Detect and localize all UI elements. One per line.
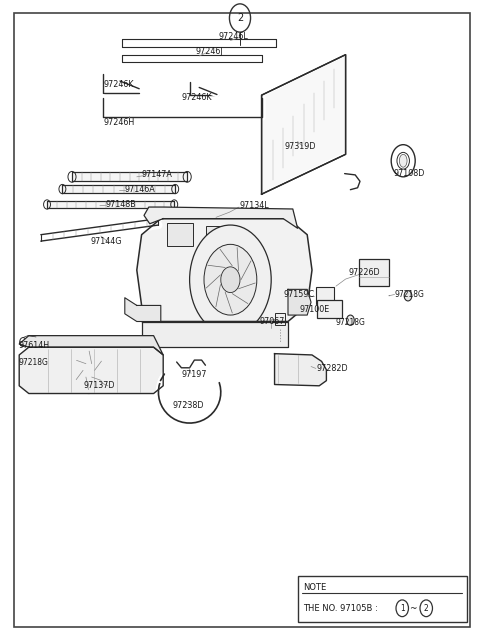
Circle shape — [72, 347, 106, 394]
Text: 97147A: 97147A — [142, 170, 172, 179]
Text: 1: 1 — [400, 604, 405, 613]
Text: 97218G: 97218G — [395, 290, 424, 299]
Polygon shape — [142, 322, 288, 347]
Text: 97246J: 97246J — [196, 47, 224, 56]
Text: 97100E: 97100E — [300, 305, 330, 314]
Bar — [275, 313, 285, 325]
Text: 97146A: 97146A — [125, 185, 156, 194]
Text: 97246L: 97246L — [218, 32, 248, 41]
Text: 97246K: 97246K — [103, 80, 134, 89]
Text: THE NO. 97105B :: THE NO. 97105B : — [303, 604, 381, 613]
Text: 97319D: 97319D — [284, 142, 316, 151]
Text: 97614H: 97614H — [18, 341, 49, 350]
Polygon shape — [62, 185, 175, 193]
Circle shape — [221, 267, 240, 293]
Text: 97238D: 97238D — [173, 401, 204, 410]
Text: 97148B: 97148B — [106, 200, 136, 209]
Text: 97226D: 97226D — [348, 268, 380, 277]
Text: NOTE: NOTE — [303, 583, 326, 592]
Text: 97134L: 97134L — [240, 201, 270, 210]
Text: 97067: 97067 — [259, 317, 285, 326]
Text: 97282D: 97282D — [317, 364, 348, 373]
Circle shape — [78, 356, 99, 385]
Text: ~: ~ — [409, 604, 417, 613]
Bar — [167, 223, 193, 246]
Circle shape — [404, 291, 412, 301]
Ellipse shape — [399, 154, 407, 167]
Circle shape — [347, 315, 354, 325]
Bar — [206, 226, 226, 246]
Polygon shape — [275, 354, 326, 386]
Text: 97144G: 97144G — [90, 237, 122, 246]
Text: 97246K: 97246K — [181, 93, 212, 102]
Polygon shape — [137, 219, 312, 322]
Polygon shape — [144, 207, 298, 228]
Bar — [298, 576, 467, 622]
Polygon shape — [19, 336, 163, 355]
Polygon shape — [72, 172, 187, 181]
Bar — [316, 287, 334, 304]
Polygon shape — [263, 57, 344, 192]
Polygon shape — [125, 298, 161, 322]
Circle shape — [190, 225, 271, 334]
Text: 97197: 97197 — [181, 370, 207, 379]
Circle shape — [204, 244, 257, 315]
Text: 97246H: 97246H — [103, 118, 134, 127]
Text: 2: 2 — [424, 604, 429, 613]
Circle shape — [396, 600, 408, 617]
Polygon shape — [47, 201, 174, 208]
Text: 97218G: 97218G — [336, 318, 366, 327]
Text: 97159C: 97159C — [283, 290, 314, 299]
Polygon shape — [19, 347, 163, 394]
Text: 97108D: 97108D — [394, 169, 425, 178]
Bar — [359, 259, 389, 286]
Polygon shape — [288, 289, 311, 315]
Text: 97218G: 97218G — [18, 358, 48, 367]
Text: 2: 2 — [237, 13, 243, 23]
Text: 97137D: 97137D — [84, 381, 116, 390]
Circle shape — [21, 356, 27, 365]
Bar — [317, 300, 342, 318]
Circle shape — [420, 600, 432, 617]
